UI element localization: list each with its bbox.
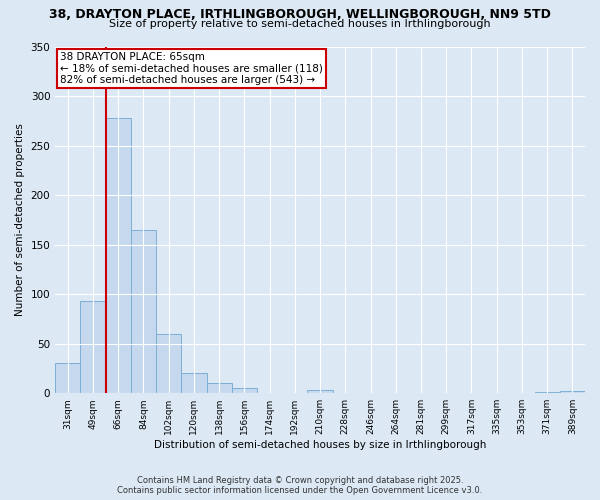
- X-axis label: Distribution of semi-detached houses by size in Irthlingborough: Distribution of semi-detached houses by …: [154, 440, 486, 450]
- Bar: [206, 384, 232, 393]
- Bar: [560, 391, 585, 393]
- Bar: [232, 388, 257, 393]
- Bar: [535, 392, 560, 393]
- Bar: [181, 374, 206, 393]
- Text: Size of property relative to semi-detached houses in Irthlingborough: Size of property relative to semi-detach…: [109, 19, 491, 29]
- Text: 38 DRAYTON PLACE: 65sqm
← 18% of semi-detached houses are smaller (118)
82% of s: 38 DRAYTON PLACE: 65sqm ← 18% of semi-de…: [61, 52, 323, 85]
- Bar: [156, 334, 181, 393]
- Bar: [131, 230, 156, 393]
- Bar: [80, 301, 106, 393]
- Text: 38, DRAYTON PLACE, IRTHLINGBOROUGH, WELLINGBOROUGH, NN9 5TD: 38, DRAYTON PLACE, IRTHLINGBOROUGH, WELL…: [49, 8, 551, 20]
- Text: Contains HM Land Registry data © Crown copyright and database right 2025.
Contai: Contains HM Land Registry data © Crown c…: [118, 476, 482, 495]
- Y-axis label: Number of semi-detached properties: Number of semi-detached properties: [15, 124, 25, 316]
- Bar: [106, 118, 131, 393]
- Bar: [55, 364, 80, 393]
- Bar: [307, 390, 332, 393]
